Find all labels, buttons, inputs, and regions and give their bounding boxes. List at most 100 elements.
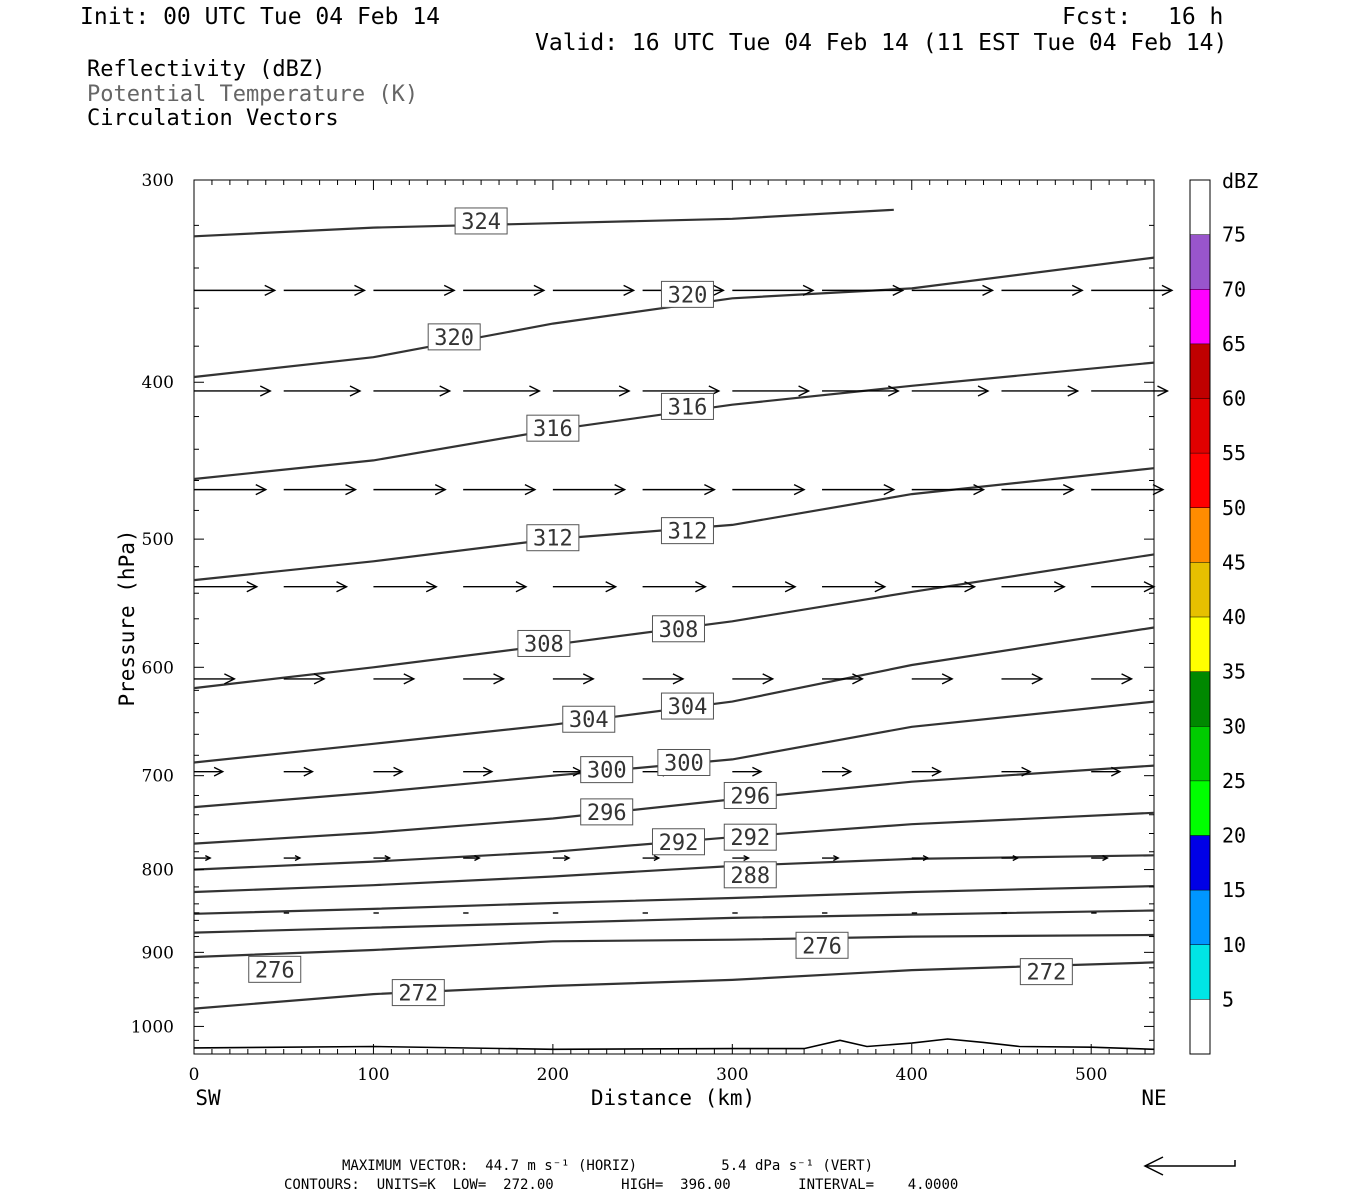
isentrope-316 — [193, 361, 1155, 481]
svg-text:292: 292 — [730, 826, 770, 851]
vector-arrow — [1091, 385, 1170, 397]
colorbar-label: 20 — [1222, 824, 1246, 848]
isentrope-304 — [193, 626, 1155, 764]
svg-text:308: 308 — [524, 632, 564, 657]
contour-label-292: 292 — [651, 828, 705, 856]
contour-label-324: 324 — [454, 207, 508, 235]
svg-text:276: 276 — [802, 934, 842, 959]
contour-label-272: 272 — [391, 979, 445, 1007]
y-tick-label: 300 — [142, 171, 174, 191]
vector-arrow — [552, 284, 636, 297]
vector-arrow — [373, 284, 456, 297]
svg-text:312: 312 — [533, 527, 573, 552]
plot-frame — [193, 179, 1155, 1055]
vector-arrow — [552, 854, 571, 862]
isentrope-280 — [193, 909, 1155, 934]
vector-arrow — [283, 483, 358, 496]
sw-label: SW — [195, 1086, 221, 1110]
legend-potential-temperature: Potential Temperature (K) — [87, 82, 419, 107]
vector-arrow — [194, 483, 268, 496]
contour-label-304: 304 — [660, 692, 714, 720]
svg-text:316: 316 — [533, 417, 573, 442]
vector-arrow — [1001, 673, 1044, 685]
colorbar-cell — [1190, 453, 1210, 508]
x-tick-label: 0 — [189, 1065, 200, 1085]
svg-text:300: 300 — [664, 751, 704, 776]
contour-label-316: 316 — [660, 392, 714, 420]
vector-arrow — [1091, 673, 1134, 685]
colorbar-cell — [1190, 562, 1210, 617]
isentrope-308 — [193, 553, 1155, 690]
contour-labels: 324 320 320 316 316 312 312 308 308 304 304 300 300 2… — [248, 207, 1073, 1007]
vector-arrow — [283, 766, 314, 777]
vector-arrow — [194, 673, 236, 685]
isentrope-272 — [193, 961, 1155, 1010]
vector-arrow — [732, 581, 797, 593]
vector-arrow — [642, 673, 685, 685]
colorbar-label: 40 — [1222, 605, 1246, 629]
svg-text:300: 300 — [587, 759, 627, 784]
vector-arrow — [552, 581, 618, 593]
vector-arrow — [911, 483, 986, 496]
vector-arrow — [1001, 284, 1084, 297]
svg-text:324: 324 — [461, 210, 501, 235]
vector-arrow — [822, 581, 887, 593]
isentrope-324 — [193, 208, 894, 238]
vector-arrow — [373, 854, 392, 862]
vector-arrow — [283, 673, 326, 685]
colorbar-cell — [1190, 944, 1210, 1000]
vector-arrow — [1001, 854, 1020, 862]
axes: 0 100 200 300 400 500 300 400 500 600 700 800 900 100… — [115, 171, 1167, 1110]
vector-arrow — [1091, 284, 1174, 297]
vector-arrow — [194, 581, 259, 593]
vector-arrow — [642, 854, 661, 862]
colorbar-label: 65 — [1222, 332, 1246, 356]
y-tick-label: 900 — [142, 943, 174, 963]
vector-arrow — [642, 483, 716, 496]
y-tick-label: 400 — [142, 373, 174, 393]
x-tick-label: 500 — [1075, 1065, 1107, 1085]
svg-text:320: 320 — [434, 326, 474, 351]
colorbar-label: 75 — [1222, 223, 1246, 247]
x-tick-label: 400 — [896, 1065, 928, 1085]
vector-arrow — [732, 766, 763, 777]
colorbar-label: 70 — [1222, 277, 1246, 301]
colorbar-cell — [1190, 780, 1210, 836]
colorbar-cell — [1190, 343, 1210, 399]
colorbar-cell — [1190, 398, 1210, 454]
vector-arrow — [732, 385, 811, 397]
colorbar-label: 55 — [1222, 441, 1246, 465]
contour-label-320: 320 — [427, 323, 481, 351]
colorbar-label: 30 — [1222, 714, 1246, 738]
vector-arrow — [283, 581, 349, 593]
svg-text:296: 296 — [587, 801, 627, 826]
svg-text:320: 320 — [668, 283, 708, 308]
contour-label-288: 288 — [723, 861, 777, 889]
vector-arrow — [463, 581, 528, 593]
svg-text:292: 292 — [659, 831, 699, 856]
vector-arrow — [463, 766, 494, 777]
vector-arrow — [283, 284, 367, 297]
y-axis-label: Pressure (hPa) — [115, 529, 139, 706]
vector-arrow — [911, 766, 943, 777]
vector-arrow — [373, 385, 452, 397]
colorbar: 5 10 15 20 25 30 35 40 45 50 55 60 65 70 75 dBZ — [1189, 169, 1258, 1055]
vector-arrow — [373, 581, 438, 593]
vector-arrow — [463, 673, 506, 685]
max-vector-note: MAXIMUM VECTOR: 44.7 m s⁻¹ (HORIZ) 5.4 d… — [342, 1158, 874, 1174]
vector-arrow — [822, 766, 853, 777]
contour-label-276: 276 — [248, 955, 302, 983]
vector-arrow — [463, 385, 541, 397]
contour-label-276: 276 — [795, 931, 849, 959]
contour-label-308: 308 — [651, 615, 705, 643]
y-tick-label: 700 — [142, 767, 174, 787]
isentropes — [193, 208, 1155, 1010]
vector-arrow — [1001, 385, 1080, 397]
vector-arrow — [911, 284, 995, 297]
vector-arrow — [463, 483, 537, 496]
contour-label-272: 272 — [1019, 958, 1073, 986]
vector-arrow — [822, 483, 896, 496]
svg-text:312: 312 — [668, 520, 708, 545]
contour-info: CONTOURS: UNITS=K LOW= 272.00 HIGH= 396.… — [284, 1177, 959, 1193]
colorbar-title: dBZ — [1222, 169, 1258, 193]
